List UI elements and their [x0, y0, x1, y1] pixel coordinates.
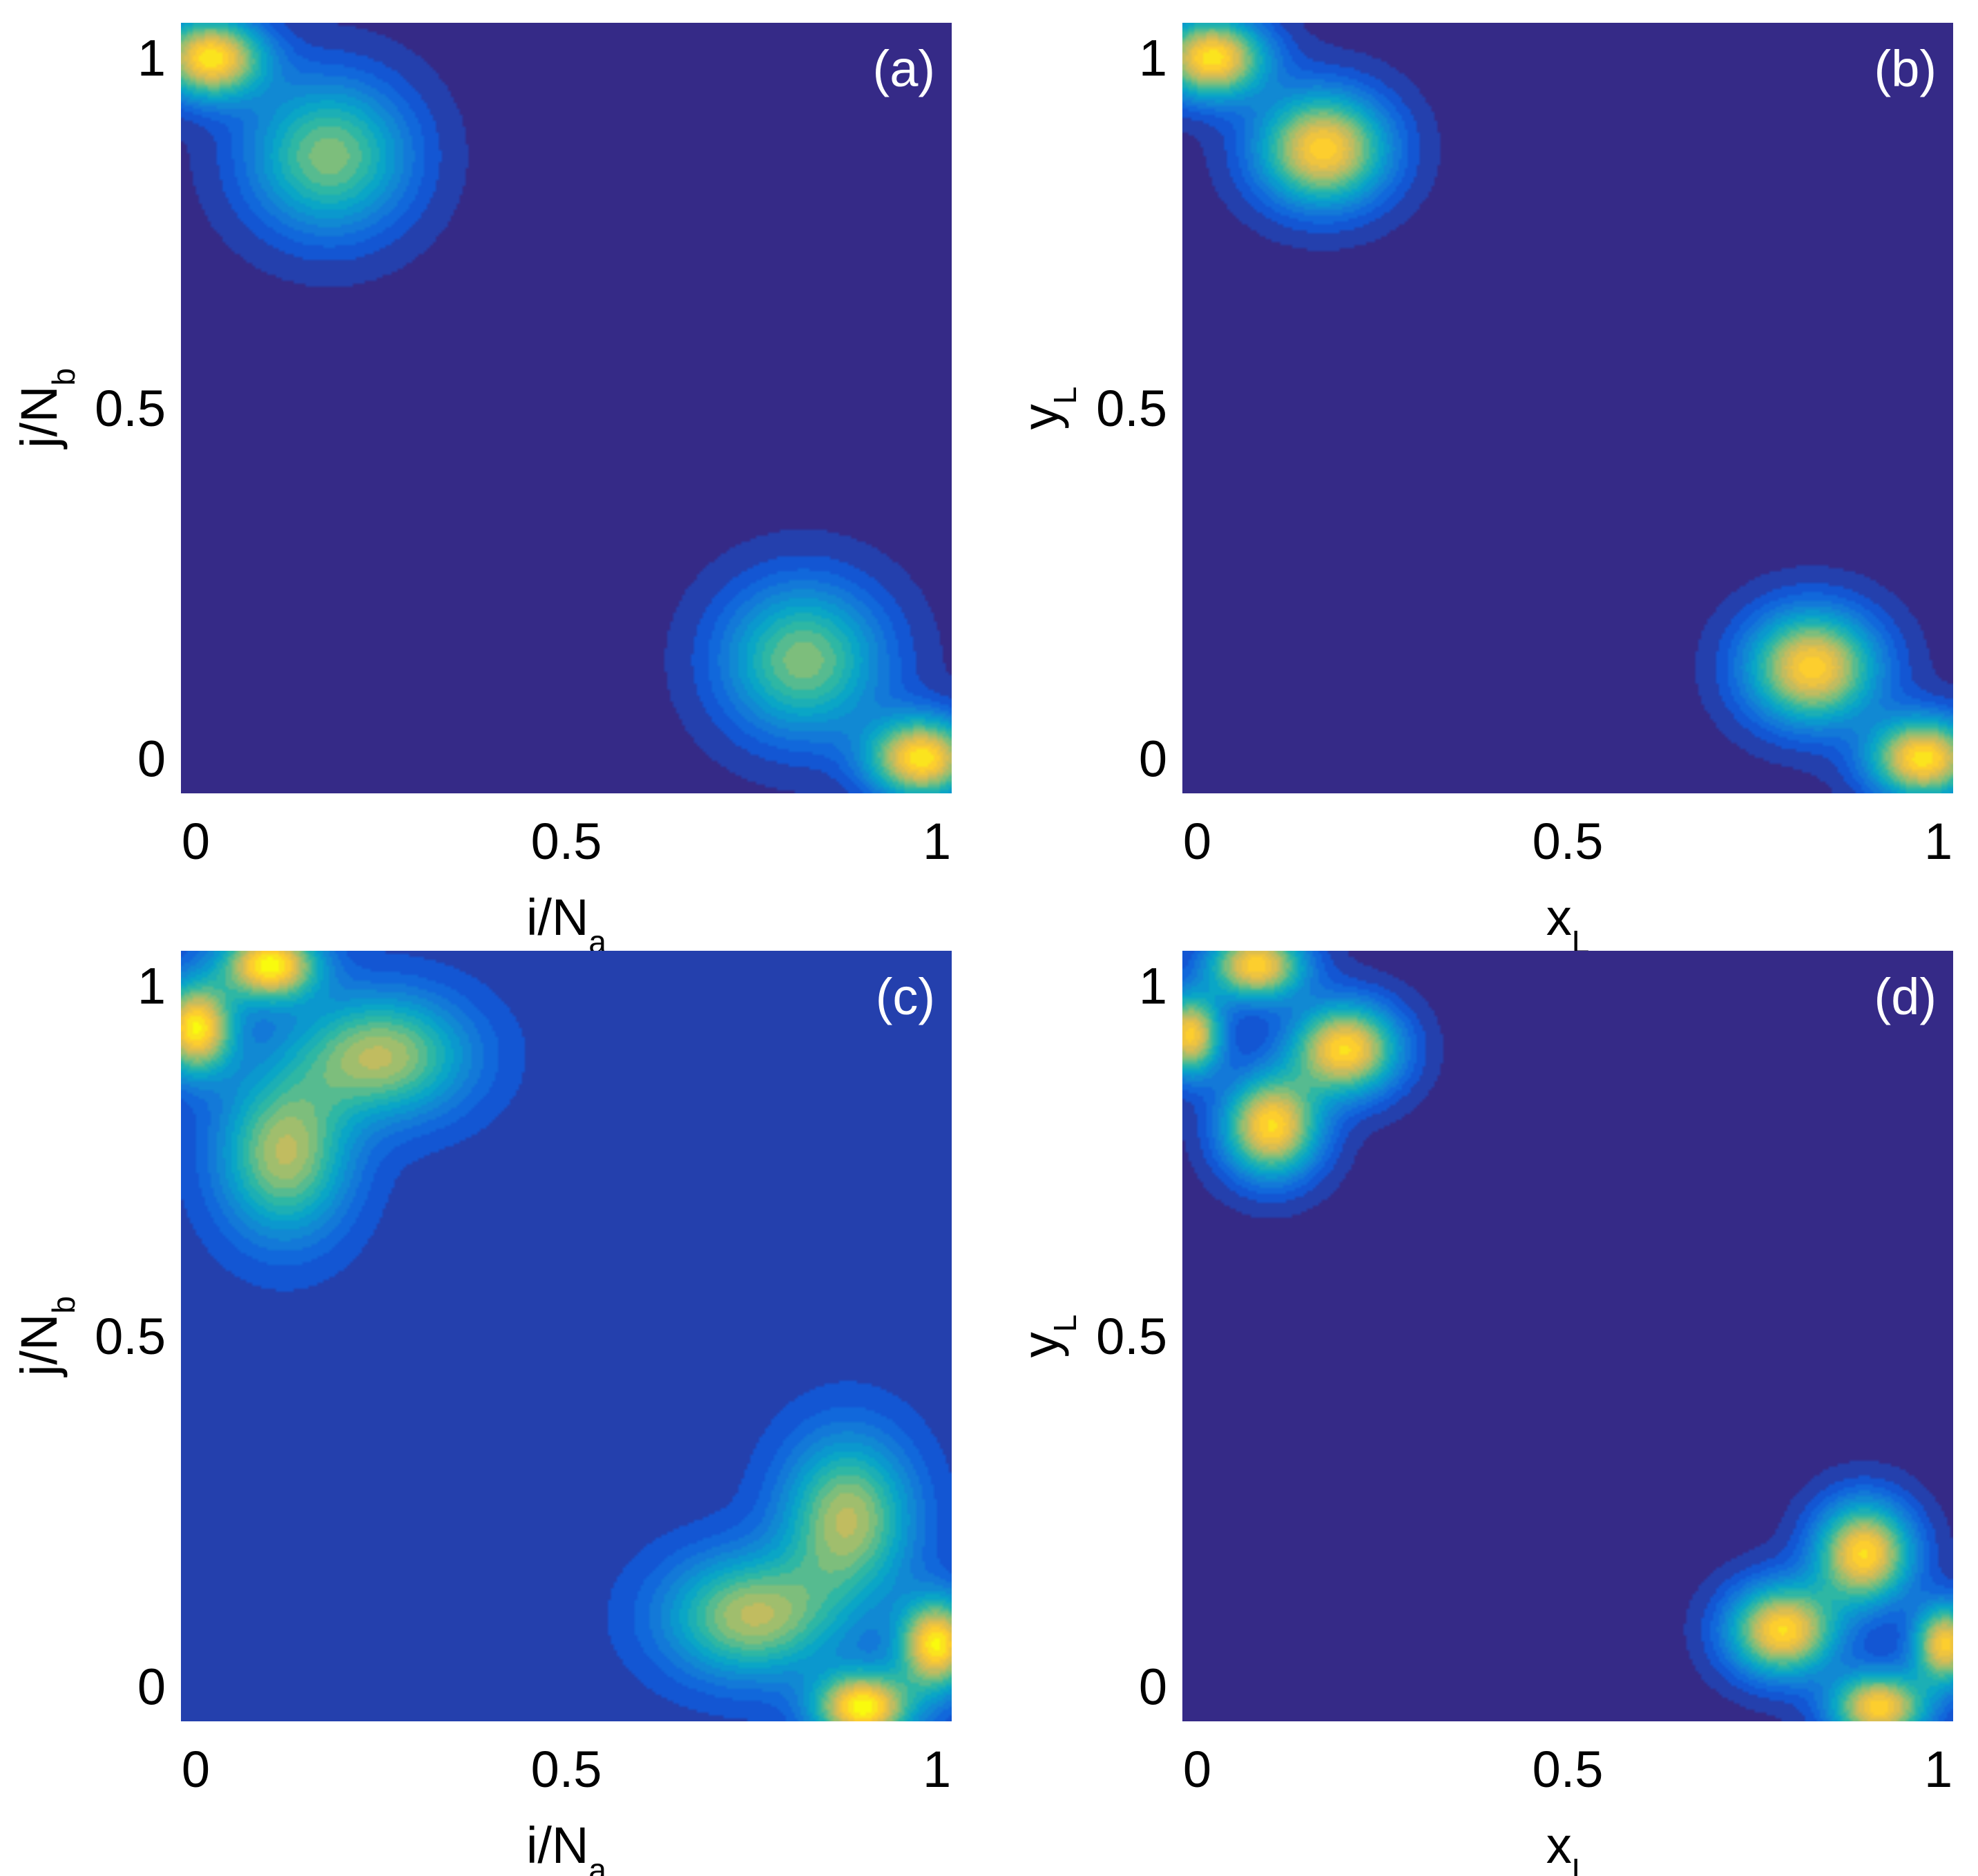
- y-tick-label: 0.5: [1096, 1308, 1167, 1365]
- y-tick-label: 0.5: [95, 380, 166, 437]
- panel-label: (c): [876, 968, 935, 1025]
- panel-label: (d): [1874, 968, 1937, 1025]
- y-tick-label: 0.5: [1096, 380, 1167, 437]
- x-tick-label: 1: [1924, 813, 1952, 870]
- y-tick-label: 0: [1139, 1658, 1167, 1715]
- y-tick-label: 1: [1139, 958, 1167, 1015]
- panel-d: (d) 0 0.5 1 0 0.5 1 xL yL: [1012, 951, 1953, 1876]
- y-tick-label: 0: [137, 730, 166, 787]
- heatmap-field: [1182, 951, 1953, 1721]
- panel-a: (a) 0 0.5 1 0 0.5 1 i/Na j/Nb: [10, 23, 952, 960]
- x-tick-label: 0.5: [531, 1741, 602, 1798]
- y-tick-label: 0: [137, 1658, 166, 1715]
- heatmap-field: [1182, 23, 1953, 793]
- x-tick-label: 0.5: [531, 813, 602, 870]
- y-tick-label: 1: [137, 30, 166, 87]
- x-tick-label: 0: [1183, 1741, 1211, 1798]
- x-tick-label: 0: [1183, 813, 1211, 870]
- heatmap-field: [181, 23, 952, 793]
- panel-c: (c) 0 0.5 1 0 0.5 1 i/Na j/Nb: [10, 951, 952, 1876]
- y-tick-label: 1: [1139, 30, 1167, 87]
- x-tick-label: 1: [1924, 1741, 1952, 1798]
- y-tick-label: 1: [137, 958, 166, 1015]
- x-axis-label: i/Na: [526, 1817, 606, 1876]
- x-axis-label: xL: [1546, 1817, 1590, 1876]
- panel-label: (a): [873, 40, 935, 97]
- heatmap-field: [181, 951, 952, 1721]
- x-tick-label: 0.5: [1533, 1741, 1604, 1798]
- x-tick-label: 1: [923, 813, 951, 870]
- x-axis-label: i/Na: [526, 889, 606, 960]
- x-tick-label: 0: [182, 813, 210, 870]
- y-axis-label: j/Nb: [10, 368, 81, 449]
- x-tick-label: 0.5: [1533, 813, 1604, 870]
- y-axis-label: yL: [1012, 387, 1083, 430]
- panel-b: (b) 0 0.5 1 0 0.5 1 xL yL: [1012, 23, 1953, 960]
- y-axis-label: j/Nb: [10, 1296, 81, 1377]
- y-axis-label: yL: [1012, 1315, 1083, 1358]
- y-tick-label: 0: [1139, 730, 1167, 787]
- x-tick-label: 1: [923, 1741, 951, 1798]
- panel-label: (b): [1874, 40, 1937, 97]
- y-tick-label: 0.5: [95, 1308, 166, 1365]
- x-tick-label: 0: [182, 1741, 210, 1798]
- x-axis-label: xL: [1546, 889, 1590, 960]
